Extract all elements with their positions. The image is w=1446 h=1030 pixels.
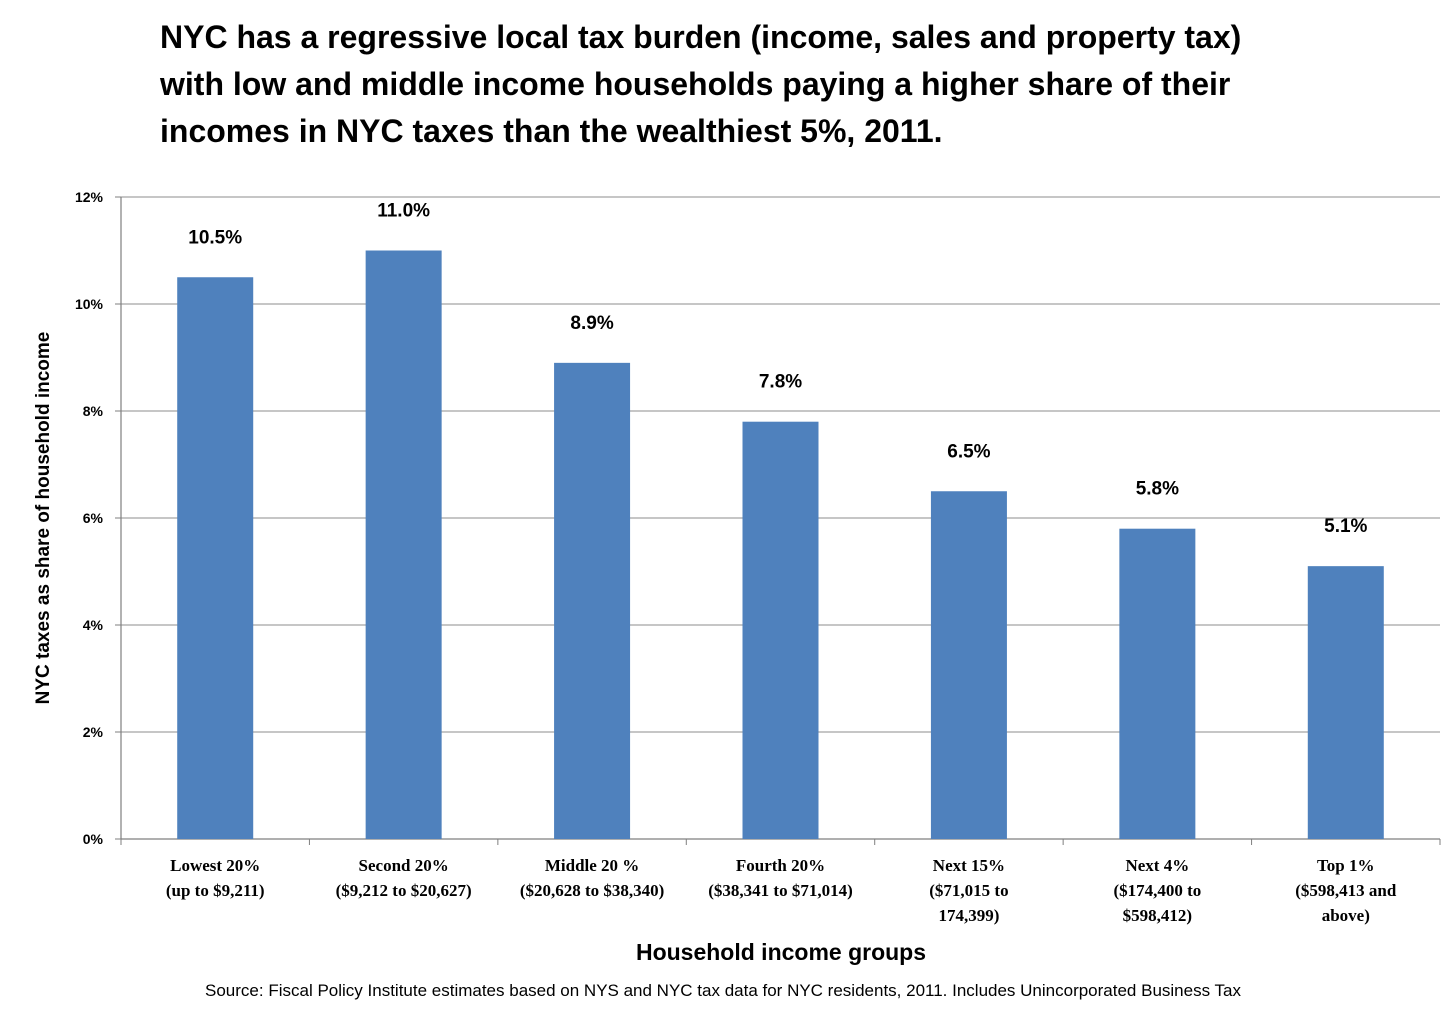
bar <box>930 491 1007 839</box>
data-label: 5.8% <box>1136 479 1179 500</box>
y-tick-labels: 0% 2% 4% 6% 8% 10% 12% <box>75 189 104 847</box>
x-tick-label: above) <box>1322 906 1370 925</box>
bar <box>554 362 631 839</box>
data-labels: 10.5% 11.0% 8.9% 7.8% 6.5% 5.8% 5.1% <box>188 201 1367 538</box>
x-tick-label: ($38,341 to $71,014) <box>708 881 852 900</box>
chart-title-line-3: incomes in NYC taxes than the wealthiest… <box>160 113 943 149</box>
source-note: Source: Fiscal Policy Institute estimate… <box>205 981 1241 1000</box>
data-label: 5.1% <box>1324 516 1367 537</box>
y-axis-title: NYC taxes as share of household income <box>33 332 54 705</box>
x-tick-label: Top 1% <box>1317 856 1374 875</box>
x-tick-label: (up to $9,211) <box>166 881 265 900</box>
x-tick-label: $598,412) <box>1123 906 1192 925</box>
x-tick-labels: Lowest 20% (up to $9,211) Second 20% ($9,21… <box>166 856 1397 925</box>
chart-title: NYC has a regressive local tax burden (i… <box>160 14 1410 155</box>
chart-title-line-1: NYC has a regressive local tax burden (i… <box>160 19 1242 55</box>
bar <box>1307 566 1384 839</box>
data-label: 7.8% <box>759 372 802 393</box>
x-tick-label: Next 15% <box>933 856 1005 875</box>
data-label: 10.5% <box>188 227 242 248</box>
x-tick-label: Fourth 20% <box>736 856 825 875</box>
y-tick-label: 12% <box>75 189 104 205</box>
x-tick-label: ($71,015 to <box>929 881 1008 900</box>
x-tick-label: Lowest 20% <box>170 856 260 875</box>
y-tick-label: 2% <box>83 724 104 740</box>
data-label: 11.0% <box>377 201 430 222</box>
x-tick-label: Middle 20 % <box>545 856 639 875</box>
y-tick-label: 6% <box>83 510 104 526</box>
x-tick-label: ($20,628 to $38,340) <box>520 881 664 900</box>
chart-title-line-2: with low and middle income households pa… <box>160 66 1231 102</box>
x-tick-label: ($174,400 to <box>1113 881 1201 900</box>
bar <box>177 277 254 839</box>
y-tick-label: 0% <box>83 831 104 847</box>
x-tick-label: ($9,212 to $20,627) <box>336 881 472 900</box>
x-tick-label: Next 4% <box>1125 856 1189 875</box>
data-label: 8.9% <box>570 313 613 334</box>
y-tick-label: 10% <box>75 296 104 312</box>
x-axis-title: Household income groups <box>636 939 926 965</box>
y-tick-label: 8% <box>83 403 104 419</box>
data-label: 6.5% <box>947 441 990 462</box>
y-tick-label: 4% <box>83 617 104 633</box>
bar <box>742 421 819 839</box>
bars <box>177 250 1384 839</box>
x-tick-label: Second 20% <box>359 856 449 875</box>
bar <box>1119 528 1196 839</box>
x-tick-label: ($598,413 and <box>1295 881 1397 900</box>
x-tick-label: 174,399) <box>938 906 999 925</box>
bar <box>365 250 442 839</box>
